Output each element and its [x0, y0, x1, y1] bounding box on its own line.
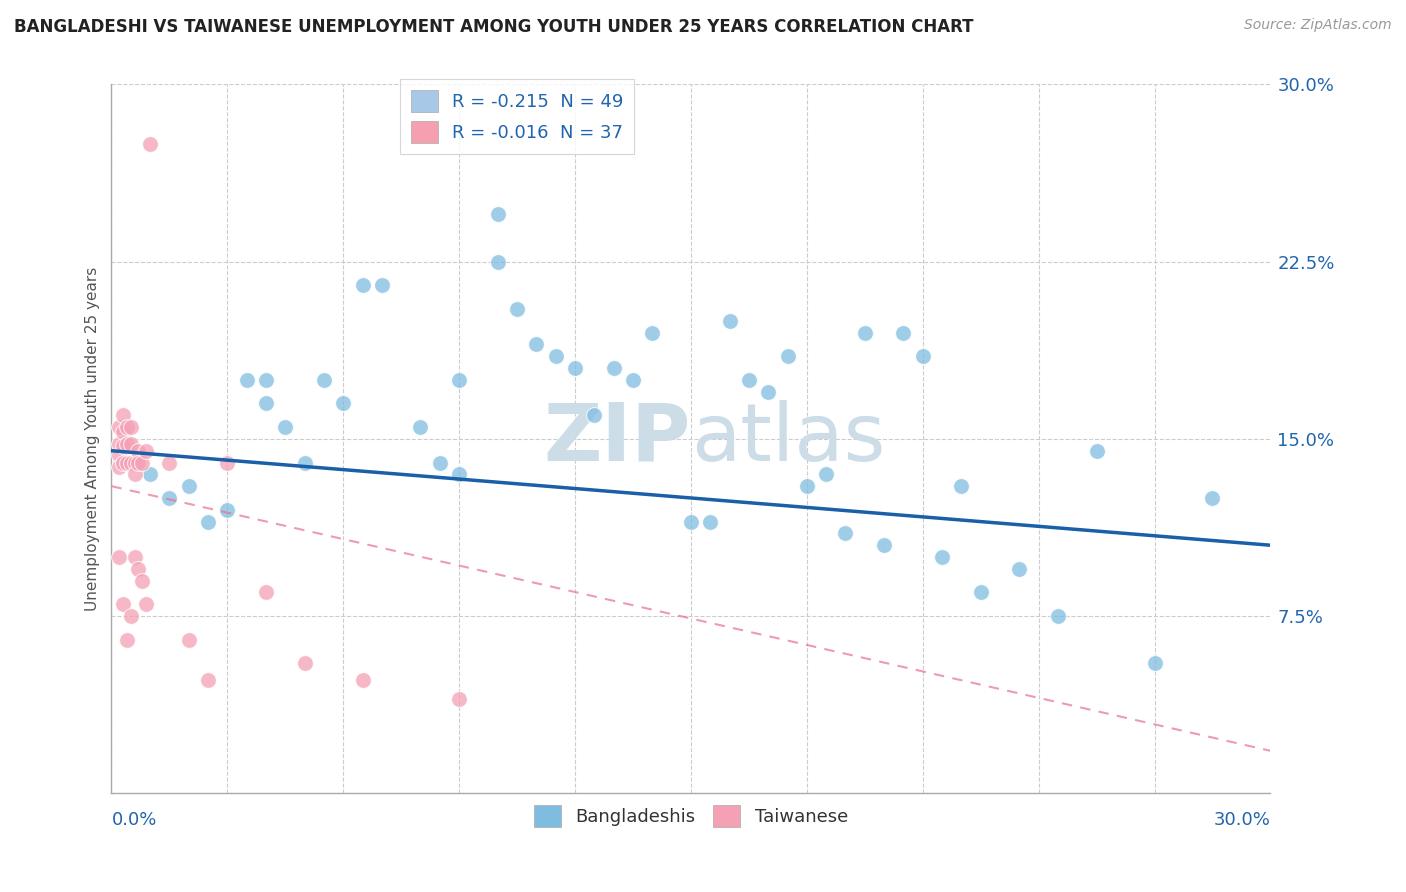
Point [911, 349, 934, 363]
Point [254, 396, 277, 410]
Point [127, 443, 149, 458]
Point [602, 361, 624, 376]
Point [197, 515, 219, 529]
Point [950, 479, 973, 493]
Point [177, 632, 200, 647]
Point [371, 278, 394, 293]
Point [449, 691, 471, 706]
Point [217, 503, 239, 517]
Point [815, 467, 838, 482]
Point [931, 549, 953, 564]
Point [108, 549, 131, 564]
Point [120, 609, 142, 624]
Point [139, 467, 162, 482]
Point [1085, 443, 1108, 458]
Text: 0.0%: 0.0% [111, 811, 157, 829]
Point [583, 409, 606, 423]
Point [157, 491, 180, 505]
Point [108, 436, 131, 450]
Point [111, 425, 134, 439]
Point [756, 384, 779, 399]
Text: BANGLADESHI VS TAIWANESE UNEMPLOYMENT AMONG YOUTH UNDER 25 YEARS CORRELATION CHA: BANGLADESHI VS TAIWANESE UNEMPLOYMENT AM… [14, 18, 973, 36]
Point [111, 456, 134, 470]
Point [486, 207, 509, 221]
Point [449, 467, 471, 482]
Point [544, 349, 567, 363]
Point [111, 439, 134, 453]
Point [274, 420, 297, 434]
Point [294, 657, 316, 671]
Point [1008, 562, 1031, 576]
Point [108, 460, 131, 475]
Point [312, 373, 335, 387]
Point [131, 574, 153, 588]
Point [108, 449, 131, 463]
Point [969, 585, 991, 599]
Point [124, 467, 146, 482]
Point [127, 562, 149, 576]
Point [449, 373, 471, 387]
Point [893, 326, 915, 340]
Point [111, 409, 134, 423]
Point [873, 538, 896, 552]
Point [641, 326, 664, 340]
Text: ZIP: ZIP [544, 400, 690, 478]
Point [1201, 491, 1223, 505]
Point [115, 456, 138, 470]
Point [524, 337, 547, 351]
Point [254, 373, 277, 387]
Point [131, 456, 153, 470]
Point [429, 456, 451, 470]
Point [409, 420, 432, 434]
Point [115, 632, 138, 647]
Point [1046, 609, 1069, 624]
Point [796, 479, 818, 493]
Point [738, 373, 761, 387]
Point [139, 136, 162, 151]
Point [564, 361, 586, 376]
Point [834, 526, 856, 541]
Text: Source: ZipAtlas.com: Source: ZipAtlas.com [1244, 18, 1392, 32]
Point [332, 396, 354, 410]
Point [621, 373, 644, 387]
Point [115, 420, 138, 434]
Point [235, 373, 257, 387]
Point [254, 585, 277, 599]
Point [115, 436, 138, 450]
Legend: Bangladeshis, Taiwanese: Bangladeshis, Taiwanese [526, 797, 855, 834]
Point [853, 326, 876, 340]
Point [124, 456, 146, 470]
Point [486, 254, 509, 268]
Point [506, 301, 529, 316]
Text: atlas: atlas [690, 400, 886, 478]
Point [135, 443, 157, 458]
Y-axis label: Unemployment Among Youth under 25 years: Unemployment Among Youth under 25 years [86, 267, 100, 611]
Point [217, 456, 239, 470]
Text: 30.0%: 30.0% [1213, 811, 1271, 829]
Point [177, 479, 200, 493]
Point [352, 278, 374, 293]
Point [197, 673, 219, 687]
Point [120, 420, 142, 434]
Point [108, 420, 131, 434]
Point [718, 314, 741, 328]
Point [120, 456, 142, 470]
Point [294, 456, 316, 470]
Point [111, 597, 134, 611]
Point [135, 597, 157, 611]
Point [1143, 657, 1166, 671]
Point [157, 456, 180, 470]
Point [127, 456, 149, 470]
Point [679, 515, 702, 529]
Point [120, 436, 142, 450]
Point [699, 515, 721, 529]
Point [124, 549, 146, 564]
Point [352, 673, 374, 687]
Point [776, 349, 799, 363]
